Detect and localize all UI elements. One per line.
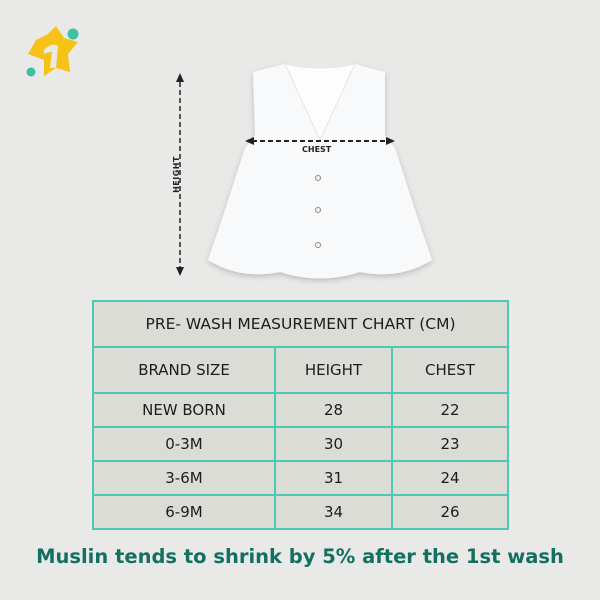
chest-label: CHEST bbox=[302, 145, 332, 154]
chest-cell: 22 bbox=[391, 392, 509, 428]
table-row: 0-3M 30 23 bbox=[92, 426, 509, 462]
height-cell: 31 bbox=[274, 460, 393, 496]
dress-image bbox=[208, 63, 432, 279]
measurement-chart-table: PRE- WASH MEASUREMENT CHART (CM) BRAND S… bbox=[92, 300, 509, 530]
table-row: 3-6M 31 24 bbox=[92, 460, 509, 496]
height-cell: 28 bbox=[274, 392, 393, 428]
shrink-note: Muslin tends to shrink by 5% after the 1… bbox=[36, 545, 564, 568]
size-cell: NEW BORN bbox=[92, 392, 276, 428]
chest-cell: 26 bbox=[391, 494, 509, 530]
table-row: 6-9M 34 26 bbox=[92, 494, 509, 530]
height-cell: 30 bbox=[274, 426, 393, 462]
table-row: NEW BORN 28 22 bbox=[92, 392, 509, 428]
header-brand-size: BRAND SIZE bbox=[92, 346, 276, 394]
size-cell: 6-9M bbox=[92, 494, 276, 530]
size-cell: 0-3M bbox=[92, 426, 276, 462]
size-cell: 3-6M bbox=[92, 460, 276, 496]
header-chest: CHEST bbox=[391, 346, 509, 394]
height-label: HEIGHT bbox=[171, 156, 181, 193]
height-cell: 34 bbox=[274, 494, 393, 530]
height-arrow-icon bbox=[176, 73, 184, 276]
brand-logo-icon bbox=[26, 26, 79, 77]
chest-cell: 24 bbox=[391, 460, 509, 496]
header-height: HEIGHT bbox=[274, 346, 393, 394]
table-title: PRE- WASH MEASUREMENT CHART (CM) bbox=[92, 300, 509, 348]
chest-cell: 23 bbox=[391, 426, 509, 462]
